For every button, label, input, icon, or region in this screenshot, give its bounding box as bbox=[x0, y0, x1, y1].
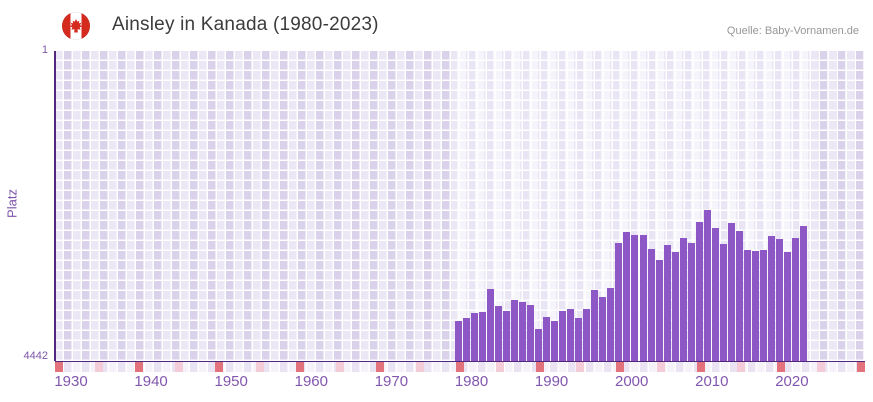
x-tick-1970: 1970 bbox=[374, 373, 409, 390]
x-tick-1930: 1930 bbox=[54, 373, 88, 390]
plot-area bbox=[54, 51, 865, 363]
bar-1981 bbox=[463, 318, 471, 361]
bar-2023 bbox=[799, 226, 807, 361]
x-tick-1940: 1940 bbox=[134, 373, 168, 390]
bar-1985 bbox=[495, 306, 503, 361]
bar-2007 bbox=[671, 252, 679, 361]
bar-2012 bbox=[711, 227, 719, 361]
decade-marker-strip bbox=[55, 362, 865, 372]
bar-1999 bbox=[607, 287, 615, 361]
strip-marker-minor bbox=[496, 362, 505, 372]
maple-leaf-icon bbox=[69, 19, 83, 33]
bar-2011 bbox=[703, 210, 711, 361]
strip-marker-major bbox=[456, 362, 464, 372]
bar-2013 bbox=[719, 243, 727, 361]
bar-1987 bbox=[511, 300, 519, 361]
bar-1991 bbox=[543, 316, 551, 361]
bar-1983 bbox=[479, 312, 487, 361]
source-credit: Quelle: Baby-Vornamen.de bbox=[726, 25, 859, 37]
strip-marker-major bbox=[135, 362, 144, 372]
strip-marker-major bbox=[55, 362, 63, 372]
bar-2006 bbox=[663, 245, 671, 361]
strip-marker-minor bbox=[255, 362, 264, 372]
y-axis-line bbox=[54, 51, 56, 361]
bar-2016 bbox=[743, 249, 751, 361]
strip-marker-major bbox=[616, 362, 625, 372]
x-tick-2020: 2020 bbox=[775, 373, 809, 390]
bar-1993 bbox=[559, 311, 567, 361]
bar-2014 bbox=[727, 223, 735, 361]
bar-1998 bbox=[599, 296, 607, 361]
page-title: Ainsley in Kanada (1980-2023) bbox=[112, 14, 379, 35]
bar-2022 bbox=[791, 237, 799, 361]
strip-marker-major bbox=[857, 362, 865, 372]
bar-2005 bbox=[655, 260, 663, 361]
bar-1980 bbox=[455, 321, 462, 361]
bar-1984 bbox=[487, 289, 495, 361]
x-tick-2010: 2010 bbox=[695, 373, 729, 390]
strip-marker-minor bbox=[736, 362, 745, 372]
y-axis-label: Platz bbox=[4, 189, 20, 218]
bar-2001 bbox=[623, 231, 631, 361]
x-axis-tick-labels: 1930 1940 1950 1960 1970 1980 1990 2000 2010 2020 bbox=[54, 373, 865, 393]
strip-marker-minor bbox=[656, 362, 665, 372]
bar-2003 bbox=[639, 235, 647, 361]
strip-marker-major bbox=[215, 362, 224, 372]
bar-2018 bbox=[759, 249, 767, 361]
strip-marker-major bbox=[375, 362, 384, 372]
x-tick-1950: 1950 bbox=[214, 373, 248, 390]
x-tick-1980: 1980 bbox=[454, 373, 489, 390]
y-axis-tick-top: 1 bbox=[41, 44, 48, 56]
canada-flag-icon bbox=[61, 11, 91, 41]
bar-series bbox=[55, 51, 865, 361]
bar-2019 bbox=[767, 235, 775, 361]
strip-marker-minor bbox=[816, 362, 825, 372]
bar-2002 bbox=[631, 234, 639, 361]
y-axis-tick-bottom: 4442 bbox=[23, 350, 48, 362]
strip-marker-minor bbox=[335, 362, 344, 372]
bar-1992 bbox=[551, 321, 559, 361]
bar-1988 bbox=[519, 301, 527, 361]
bar-2009 bbox=[687, 242, 695, 361]
strip-marker-minor bbox=[175, 362, 184, 372]
bar-1990 bbox=[535, 329, 543, 361]
x-tick-1990: 1990 bbox=[534, 373, 569, 390]
bar-2017 bbox=[751, 250, 759, 361]
bar-2008 bbox=[679, 237, 687, 361]
strip-marker-minor bbox=[576, 362, 585, 372]
bar-1989 bbox=[527, 305, 535, 361]
bar-1997 bbox=[591, 290, 599, 361]
bar-2020 bbox=[775, 238, 783, 361]
strip-marker-major bbox=[536, 362, 545, 372]
x-tick-1960: 1960 bbox=[294, 373, 328, 390]
bar-2010 bbox=[695, 222, 703, 361]
strip-marker-minor bbox=[415, 362, 424, 372]
bar-2000 bbox=[615, 242, 623, 361]
bar-2021 bbox=[783, 251, 791, 361]
strip-marker-major bbox=[696, 362, 705, 372]
bar-1996 bbox=[583, 309, 591, 361]
bar-1982 bbox=[471, 313, 479, 361]
bar-1995 bbox=[575, 317, 583, 361]
bar-1986 bbox=[503, 311, 511, 361]
bar-1994 bbox=[567, 309, 575, 361]
x-tick-2000: 2000 bbox=[615, 373, 649, 390]
strip-marker-major bbox=[776, 362, 785, 372]
bar-2004 bbox=[647, 249, 655, 361]
strip-marker-major bbox=[295, 362, 304, 372]
strip-marker-minor bbox=[95, 362, 104, 372]
bar-2015 bbox=[735, 230, 743, 361]
